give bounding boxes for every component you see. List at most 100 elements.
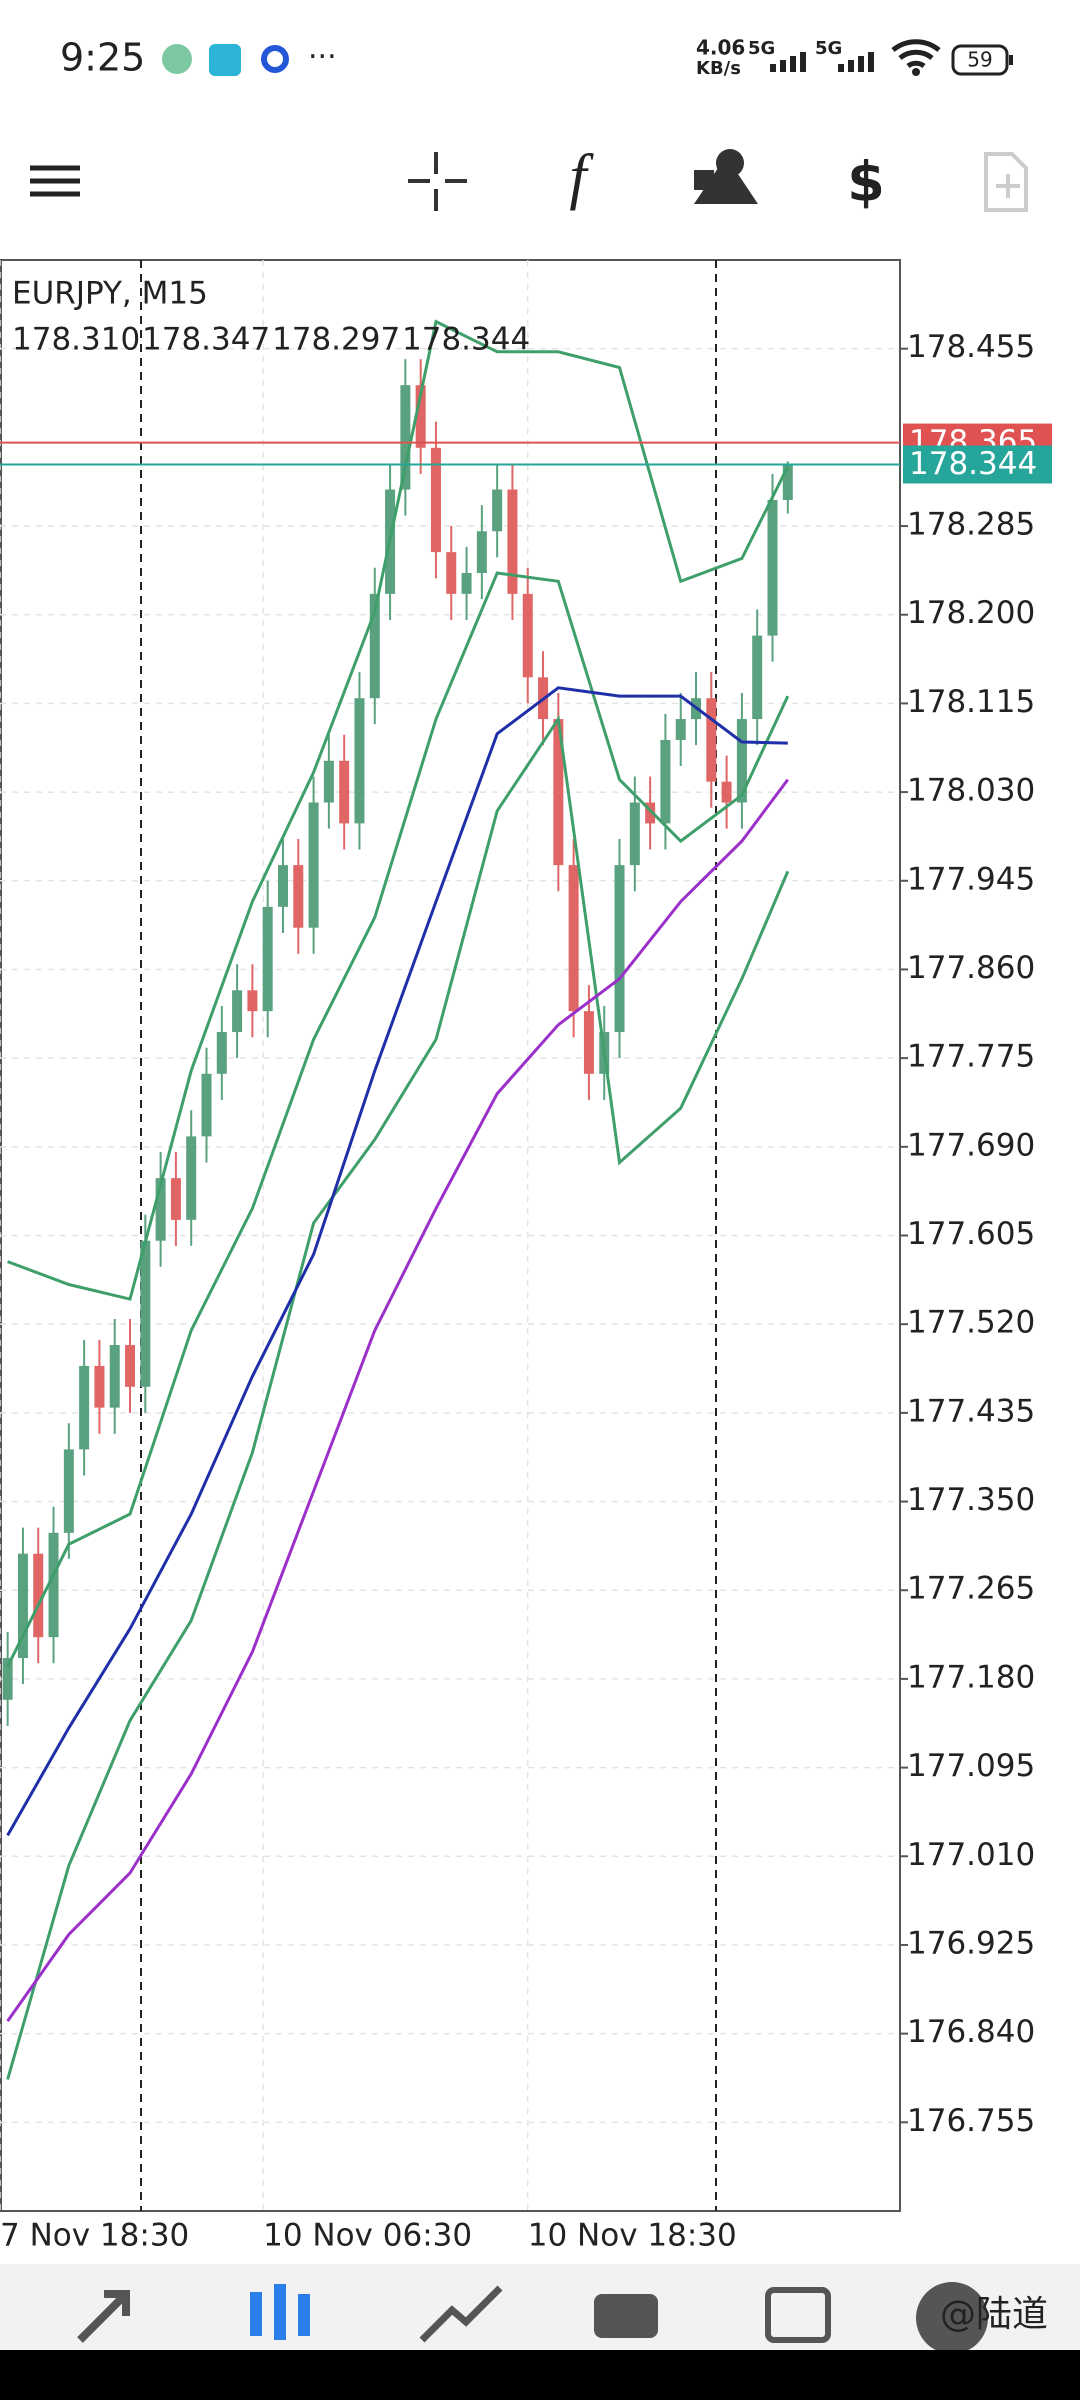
indicator-line — [6, 778, 790, 2022]
trade-button[interactable]: $ — [847, 151, 885, 214]
candle-body — [232, 990, 243, 1033]
candle-body — [767, 499, 778, 636]
x-tick-label: 7 Nov 18:30 — [0, 2218, 189, 2254]
candle-body — [522, 593, 533, 678]
indicator-line — [6, 714, 790, 2080]
candle-body — [33, 1553, 44, 1638]
y-tick-label: 178.030 — [907, 773, 1035, 809]
candle-body — [461, 572, 472, 594]
candle-body — [645, 802, 656, 824]
app-icon — [209, 44, 241, 76]
chart-tab[interactable] — [250, 2284, 310, 2340]
candle-body — [553, 719, 564, 866]
candle-body — [614, 865, 625, 1033]
candle-body — [446, 552, 457, 594]
candle-body — [660, 739, 671, 824]
battery — [951, 44, 1009, 76]
history-tab[interactable] — [594, 2294, 658, 2338]
y-tick-label: 178.455 — [907, 329, 1035, 365]
candle-body — [476, 531, 487, 573]
y-tick-label: 176.925 — [907, 1925, 1035, 1961]
candle-body — [430, 447, 441, 553]
candle-body — [262, 906, 273, 1012]
y-tick-label: 177.180 — [907, 1659, 1035, 1695]
new-order-button — [996, 174, 1020, 198]
y-tick-label: 177.690 — [907, 1127, 1035, 1163]
network: 5G — [748, 38, 775, 59]
y-tick-label: 176.755 — [907, 2103, 1035, 2139]
candle-body — [752, 635, 763, 720]
candle-body — [706, 698, 717, 782]
candle-body — [400, 385, 411, 490]
objects-button[interactable] — [694, 156, 758, 204]
speed: 4.06 — [696, 36, 745, 60]
y-tick-label: 178.115 — [907, 684, 1035, 720]
bid-label: 178.344 — [909, 446, 1037, 482]
candle-body — [140, 1240, 151, 1387]
candle-body — [186, 1136, 197, 1220]
crosshair-button[interactable] — [408, 152, 467, 211]
speed-unit: KB/s — [696, 58, 741, 79]
candle-body — [2, 1658, 13, 1700]
time: 9:25 — [60, 36, 145, 80]
y-tick-label: 177.265 — [907, 1571, 1035, 1607]
candle-body — [94, 1365, 105, 1408]
indicator-line — [6, 686, 788, 1837]
bottom-nav — [0, 2264, 1080, 2350]
price-axis: 178.455 178.285 178.200 178.115 178.030 177.9… — [0, 329, 1052, 2254]
trade-tab[interactable] — [419, 2285, 503, 2343]
y-tick-label: 177.605 — [907, 1216, 1035, 1252]
app-icon — [261, 45, 289, 73]
more: ··· — [308, 40, 337, 75]
bid-label-box — [903, 445, 1052, 484]
battery-level: 59 — [967, 48, 992, 72]
candle-body — [125, 1345, 136, 1387]
indicators-button[interactable]: f — [569, 143, 594, 211]
signal — [770, 52, 806, 72]
y-tick-label: 177.435 — [907, 1393, 1035, 1429]
x-tick-label: 10 Nov 18:30 — [528, 2218, 737, 2254]
new-order-button[interactable] — [984, 152, 1028, 212]
candle-body — [277, 865, 288, 907]
candle-body — [629, 802, 640, 866]
candle-body — [308, 802, 319, 928]
news-tab[interactable] — [765, 2287, 831, 2343]
y-tick-label: 177.945 — [907, 861, 1035, 897]
candle-body — [339, 760, 350, 824]
candle-body — [155, 1178, 166, 1241]
candle-body — [492, 489, 503, 532]
ohlc-value: 178.344 — [402, 322, 530, 358]
candle-body — [109, 1345, 120, 1408]
menu-button[interactable] — [30, 165, 80, 197]
candle-body — [323, 760, 334, 803]
candle-body — [369, 593, 380, 699]
quotes-tab[interactable] — [77, 2290, 130, 2343]
objects-button — [716, 149, 744, 177]
indicator-line — [7, 319, 790, 1301]
grid — [0, 260, 900, 2211]
y-tick-label: 177.350 — [907, 1482, 1035, 1518]
candle-body — [583, 1011, 594, 1074]
series — [0, 319, 900, 2080]
candle-body — [247, 990, 258, 1012]
battery — [1009, 55, 1013, 65]
settings-tab[interactable] — [916, 2282, 988, 2354]
candle-body — [507, 489, 518, 594]
candle-body — [216, 1032, 227, 1074]
wifi — [891, 39, 941, 69]
y-tick-label: 177.010 — [907, 1837, 1035, 1873]
candle-body — [721, 781, 732, 803]
y-tick-label: 177.775 — [907, 1039, 1035, 1075]
watermark: @陆道 — [940, 2294, 1048, 2335]
candle-body — [354, 698, 365, 824]
y-tick-label: 177.520 — [907, 1305, 1035, 1341]
y-tick-label: 178.200 — [907, 595, 1035, 631]
ohlc: 178.310 178.347 178.297 178.344 — [12, 322, 530, 358]
candle-body — [568, 865, 579, 1012]
candle-body — [17, 1553, 28, 1659]
candle-body — [79, 1365, 90, 1450]
system-bar — [0, 2350, 1080, 2400]
candle-body — [675, 719, 686, 740]
symbol: EURJPY, M15 — [12, 276, 208, 312]
